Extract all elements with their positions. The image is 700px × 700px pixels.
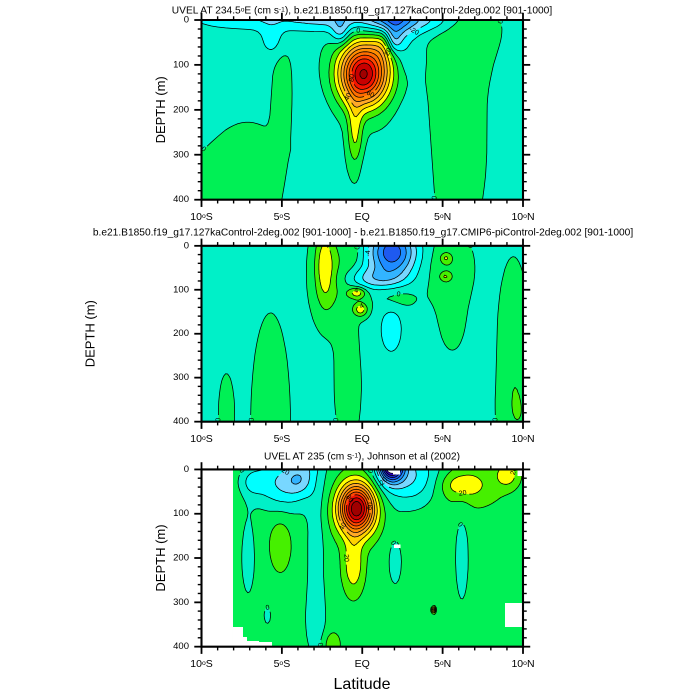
svg-text:20: 20 (458, 490, 467, 498)
svg-text:0: 0 (238, 467, 246, 474)
svg-text:0: 0 (265, 604, 270, 612)
svg-text:0: 0 (200, 146, 208, 154)
svg-text:20: 20 (510, 466, 519, 476)
svg-text:-20: -20 (408, 26, 420, 37)
svg-text:0: 0 (215, 418, 222, 422)
svg-text:0: 0 (316, 642, 324, 647)
svg-text:0: 0 (467, 243, 475, 249)
svg-text:20: 20 (384, 47, 394, 57)
svg-text:0: 0 (356, 27, 361, 34)
svg-text:20: 20 (342, 554, 349, 562)
svg-text:60: 60 (365, 90, 375, 100)
svg-text:40: 40 (343, 92, 353, 102)
svg-text:0: 0 (367, 468, 375, 474)
svg-text:0: 0 (497, 19, 505, 25)
svg-text:0: 0 (354, 245, 361, 250)
svg-text:4: 4 (359, 302, 366, 310)
svg-text:0: 0 (247, 418, 254, 422)
svg-text:0: 0 (431, 195, 438, 200)
svg-text:0: 0 (389, 540, 397, 547)
svg-text:-4: -4 (365, 250, 372, 256)
svg-text:80: 80 (344, 494, 354, 504)
svg-text:-20: -20 (278, 466, 290, 477)
svg-text:4: 4 (354, 288, 358, 295)
svg-text:0: 0 (333, 417, 340, 422)
svg-text:0: 0 (492, 417, 499, 422)
svg-text:40: 40 (338, 522, 348, 532)
svg-text:60: 60 (367, 502, 375, 511)
svg-text:80: 80 (348, 74, 356, 83)
svg-text:0: 0 (396, 291, 401, 299)
svg-text:4: 4 (324, 243, 332, 250)
svg-text:0: 0 (456, 521, 464, 529)
